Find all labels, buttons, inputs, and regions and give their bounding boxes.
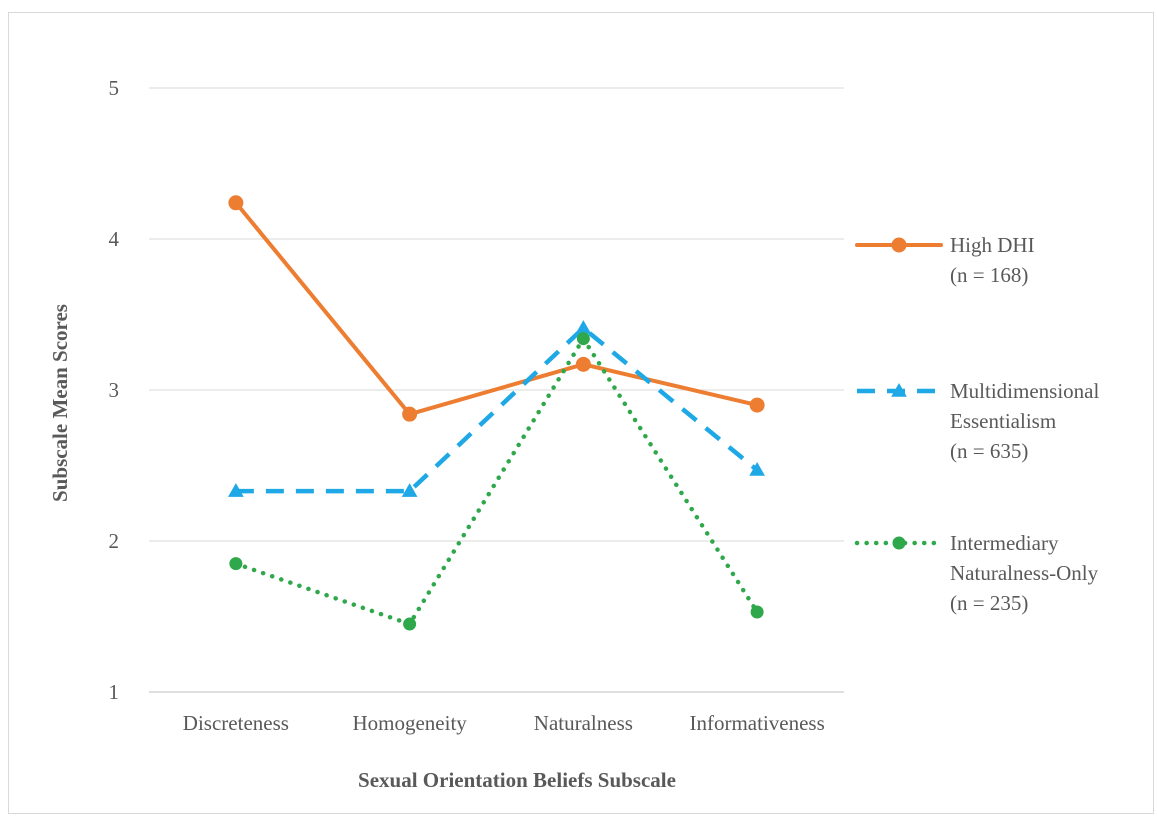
series-0 bbox=[228, 195, 765, 422]
legend-label: (n = 635) bbox=[950, 439, 1028, 463]
series-layer bbox=[228, 195, 765, 631]
data-point bbox=[749, 397, 765, 413]
chart-svg: 1 2 3 4 5 Discreteness Homogeneity Naturalness… bbox=[48, 76, 1099, 792]
data-point bbox=[229, 557, 243, 571]
data-point bbox=[575, 356, 591, 372]
legend-marker bbox=[891, 237, 907, 253]
legend-item-2: Intermediary Naturalness-Only (n = 235) bbox=[854, 531, 1099, 615]
legend: High DHI (n = 168) Multidimensional Essenti… bbox=[854, 233, 1099, 615]
legend-label: Intermediary bbox=[950, 531, 1059, 555]
legend-label: (n = 235) bbox=[950, 591, 1028, 615]
x-tick-label: Naturalness bbox=[534, 711, 633, 735]
data-point bbox=[749, 462, 765, 476]
legend-label: Essentialism bbox=[950, 409, 1056, 433]
data-point bbox=[402, 406, 418, 422]
y-tick-label: 5 bbox=[109, 76, 120, 100]
legend-label: Naturalness-Only bbox=[950, 561, 1099, 585]
data-point bbox=[750, 605, 764, 619]
y-axis-title: Subscale Mean Scores bbox=[48, 304, 72, 502]
x-axis-title: Sexual Orientation Beliefs Subscale bbox=[358, 768, 676, 792]
series-1 bbox=[228, 320, 765, 497]
data-point bbox=[228, 195, 244, 211]
chart-frame: 1 2 3 4 5 Discreteness Homogeneity Naturalness… bbox=[8, 12, 1154, 814]
y-tick-label: 2 bbox=[109, 529, 120, 553]
legend-marker bbox=[892, 536, 906, 550]
data-point bbox=[403, 617, 417, 631]
series-2 bbox=[229, 332, 764, 631]
series-line bbox=[233, 336, 760, 627]
x-tick-labels: Discreteness Homogeneity Naturalness Inform… bbox=[183, 711, 825, 735]
legend-item-0: High DHI (n = 168) bbox=[855, 233, 1035, 287]
data-point bbox=[575, 320, 592, 334]
x-tick-label: Homogeneity bbox=[352, 711, 467, 735]
data-point bbox=[228, 483, 244, 497]
data-point bbox=[576, 332, 590, 346]
y-tick-label: 4 bbox=[109, 227, 120, 251]
y-tick-label: 1 bbox=[109, 680, 120, 704]
x-tick-label: Informativeness bbox=[689, 711, 824, 735]
x-tick-label: Discreteness bbox=[183, 711, 289, 735]
legend-label: (n = 168) bbox=[950, 263, 1028, 287]
y-tick-label: 3 bbox=[109, 378, 120, 402]
data-point bbox=[401, 483, 418, 497]
legend-marker bbox=[891, 382, 907, 397]
series-line bbox=[235, 325, 759, 494]
legend-label: Multidimensional bbox=[950, 379, 1099, 403]
legend-label: High DHI bbox=[950, 233, 1035, 257]
y-tick-labels: 1 2 3 4 5 bbox=[109, 76, 120, 704]
legend-item-1: Multidimensional Essentialism (n = 635) bbox=[857, 379, 1099, 463]
series-line bbox=[233, 200, 760, 417]
